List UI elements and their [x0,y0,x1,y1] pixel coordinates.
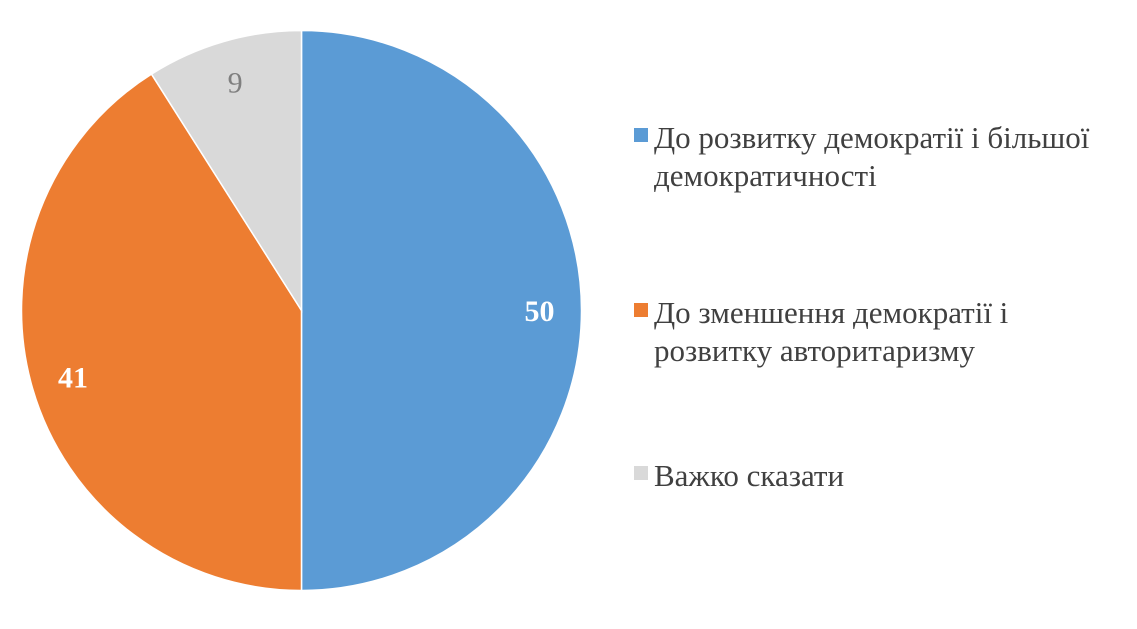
pie-slice-0 [300,29,583,592]
pie-data-label-2: 9 [228,66,243,99]
legend-item-democracy-decline: До зменшення демократії і розвитку автор… [634,294,1114,370]
legend-item-hard-to-say: Важко сказати [634,457,1114,495]
legend-label: До зменшення демократії і розвитку автор… [654,295,1009,368]
pie-data-label-0: 50 [525,295,555,328]
legend-marker-gray-icon [634,466,648,480]
chart-legend: До розвитку демократії і більшої демокра… [634,0,1124,629]
pie-data-label-1: 41 [58,361,88,394]
legend-marker-orange-icon [634,303,648,317]
pie-slice-1 [20,73,303,592]
legend-label: До розвитку демократії і більшої демокра… [654,120,1090,193]
legend-marker-blue-icon [634,128,648,142]
pie-slice-2 [150,29,303,314]
legend-label: Важко сказати [654,458,845,493]
legend-item-democracy-growth: До розвитку демократії і більшої демокра… [634,119,1114,195]
